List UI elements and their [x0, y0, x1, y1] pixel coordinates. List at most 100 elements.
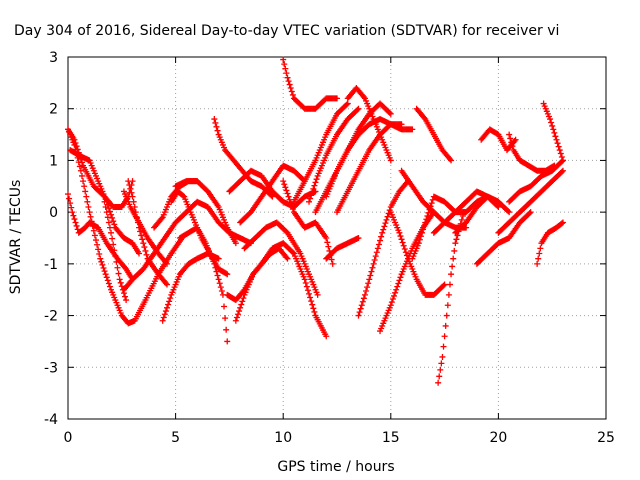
data-series	[334, 121, 416, 216]
data-point	[232, 317, 239, 324]
data-point	[440, 343, 447, 350]
data-point	[75, 149, 82, 156]
data-point	[122, 293, 129, 300]
data-point	[283, 254, 290, 261]
data-point	[212, 264, 219, 271]
data-point	[101, 198, 108, 205]
data-point	[139, 236, 146, 243]
data-point	[403, 252, 410, 259]
data-point	[283, 187, 290, 194]
data-point	[73, 143, 80, 150]
data-series	[398, 167, 470, 231]
data-point	[132, 209, 139, 216]
data-point	[280, 56, 287, 63]
data-point	[76, 152, 83, 159]
data-point	[289, 91, 296, 98]
data-point	[110, 241, 117, 248]
data-point	[159, 317, 166, 324]
data-point	[308, 298, 315, 305]
data-point	[452, 240, 459, 247]
data-point	[388, 299, 395, 306]
data-point	[282, 184, 289, 191]
data-point	[237, 304, 244, 311]
data-point	[102, 203, 109, 210]
data-point	[377, 237, 384, 244]
data-point	[80, 178, 87, 185]
data-point	[224, 338, 231, 345]
data-point	[363, 288, 370, 295]
data-point	[100, 264, 107, 271]
data-point	[143, 251, 150, 258]
data-point	[427, 203, 434, 210]
data-point	[375, 241, 382, 248]
data-point	[506, 209, 513, 216]
data-point	[558, 168, 565, 175]
data-point	[162, 280, 169, 287]
data-point	[111, 221, 118, 228]
data-point	[236, 308, 243, 315]
data-point	[123, 297, 130, 304]
data-point	[343, 101, 350, 108]
data-series	[534, 219, 566, 267]
data-point	[285, 78, 292, 85]
data-series	[101, 198, 130, 304]
data-point	[417, 233, 424, 240]
data-point	[302, 279, 309, 286]
data-point	[416, 236, 423, 243]
data-point	[95, 246, 102, 253]
data-point	[392, 289, 399, 296]
data-point	[82, 188, 89, 195]
data-point	[458, 216, 465, 223]
data-point	[106, 283, 113, 290]
data-point	[359, 298, 366, 305]
data-point	[72, 219, 79, 226]
y-tick-label: -1	[44, 257, 58, 273]
data-point	[445, 291, 452, 298]
data-point	[556, 147, 563, 154]
data-point	[400, 242, 407, 249]
data-points	[65, 56, 566, 386]
data-point	[548, 119, 555, 126]
data-point	[99, 261, 106, 268]
data-point	[553, 136, 560, 143]
data-point	[549, 122, 556, 129]
data-point	[81, 183, 88, 190]
data-point	[355, 235, 362, 241]
data-point	[555, 143, 562, 150]
data-point	[280, 178, 287, 185]
data-point	[84, 198, 91, 205]
data-point	[422, 219, 429, 226]
x-tick-label: 15	[382, 430, 400, 446]
data-point	[117, 279, 124, 286]
data-point	[398, 236, 405, 243]
data-series	[355, 178, 412, 319]
data-point	[415, 240, 422, 247]
data-series	[495, 167, 566, 236]
data-point	[436, 373, 443, 380]
data-point	[387, 110, 394, 117]
data-point	[105, 219, 112, 226]
data-point	[344, 100, 351, 107]
data-point	[240, 295, 247, 302]
data-point	[373, 249, 380, 256]
data-point	[554, 140, 561, 147]
data-point	[284, 190, 291, 197]
data-point	[235, 311, 242, 318]
data-point	[372, 253, 379, 260]
data-point	[72, 139, 79, 146]
data-point	[289, 206, 296, 213]
data-point	[138, 232, 145, 239]
x-tick-label: 5	[171, 430, 180, 446]
data-point	[313, 176, 320, 183]
data-point	[551, 129, 558, 136]
data-point	[110, 218, 117, 225]
data-point	[70, 212, 77, 219]
data-point	[379, 229, 386, 236]
data-point	[357, 305, 364, 312]
data-point	[381, 223, 388, 230]
data-point	[398, 121, 405, 128]
data-point	[301, 276, 308, 283]
data-point	[451, 247, 458, 254]
data-point	[559, 167, 566, 174]
data-point	[284, 74, 291, 81]
